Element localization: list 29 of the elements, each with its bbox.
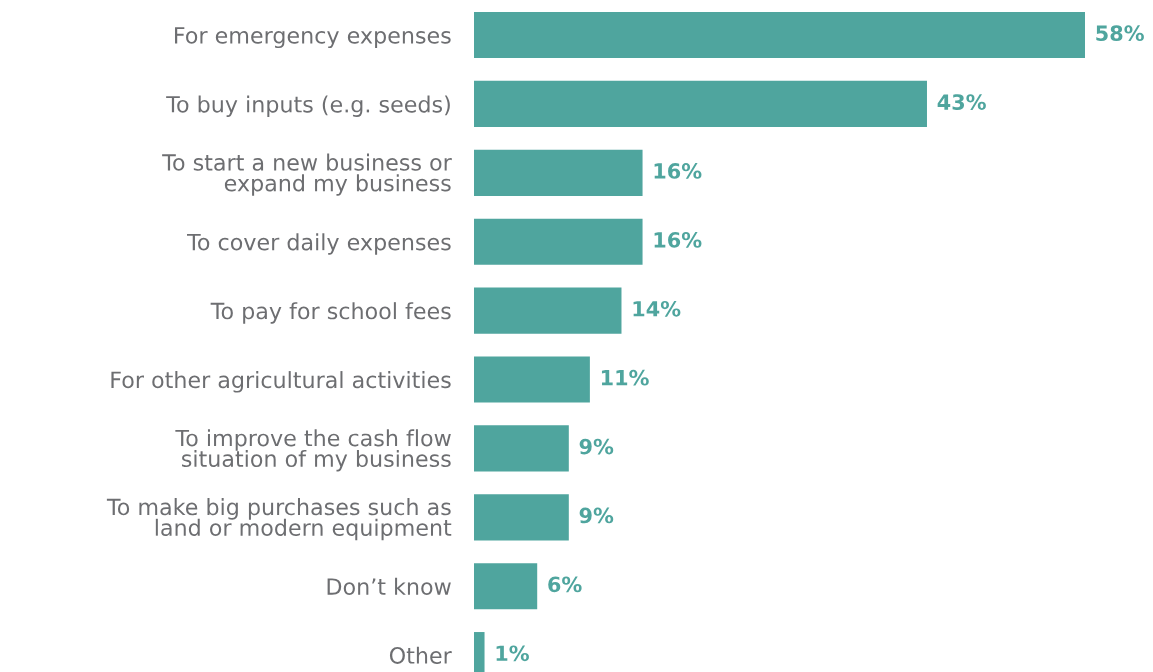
y-tick-label: To start a new business or expand my business: [162, 153, 452, 196]
bar: [474, 11, 1085, 59]
y-tick-label: Don’t know: [327, 577, 451, 595]
data-label: 6%: [548, 576, 582, 593]
bar: [474, 563, 538, 610]
data-label: 9%: [579, 507, 614, 524]
data-label: 16%: [654, 231, 702, 248]
y-tick-label: Other: [389, 646, 452, 664]
y-tick-label: For other agricultural activities: [111, 371, 451, 393]
bar: [474, 494, 569, 541]
data-label: 16%: [654, 163, 702, 179]
y-tick-label: To cover daily expenses: [187, 233, 451, 255]
data-label: 14%: [633, 300, 681, 317]
bar: [474, 356, 590, 403]
data-label: 11%: [601, 369, 649, 386]
bar: [474, 287, 622, 334]
data-label: 43%: [937, 94, 986, 110]
bar: [474, 425, 569, 472]
data-label: 9%: [579, 438, 614, 455]
bar: [474, 149, 643, 196]
y-tick-label: To improve the cash flow situation of my business: [175, 429, 451, 472]
bar: [474, 80, 927, 127]
y-tick-label: To pay for school fees: [210, 302, 451, 324]
y-tick-label: For emergency expenses: [175, 27, 451, 49]
bar: [474, 218, 643, 265]
data-label: 58%: [1096, 25, 1144, 42]
data-label: 1%: [496, 645, 529, 662]
y-tick-label: To buy inputs (e.g. seeds): [166, 95, 450, 117]
y-tick-label: To make big purchases such as land or modern equipment: [106, 498, 452, 541]
